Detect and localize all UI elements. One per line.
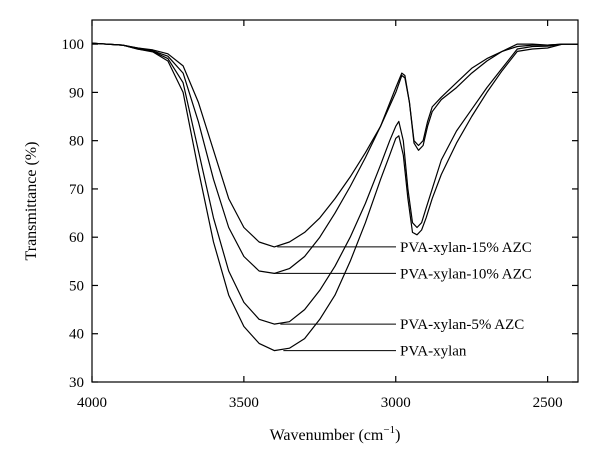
y-tick-label: 40 bbox=[69, 327, 84, 343]
x-axis: 4000 3500 3000 2500 bbox=[77, 20, 563, 411]
series-label-pva-xylan: PVA-xylan bbox=[400, 344, 467, 360]
y-tick-label: 80 bbox=[69, 134, 84, 150]
y-tick-label: 100 bbox=[62, 37, 85, 53]
plot-area-border bbox=[91, 19, 579, 383]
x-axis-title: Wavenumber (cm−1) bbox=[270, 424, 401, 444]
series-line-pva-xylan-5-azc bbox=[91, 42, 578, 325]
plot-frame bbox=[91, 19, 579, 383]
y-tick-label: 90 bbox=[69, 85, 84, 101]
series-line-pva-xylan-10-azc bbox=[91, 42, 578, 274]
series-lines bbox=[91, 42, 578, 352]
series-line-pva-xylan bbox=[91, 42, 578, 352]
x-tick-label: 3500 bbox=[229, 395, 259, 411]
y-tick-label: 50 bbox=[69, 278, 84, 294]
y-axis-title: Transmittance (%) bbox=[23, 142, 40, 261]
y-tick-label: 30 bbox=[69, 375, 84, 391]
x-tick-label: 4000 bbox=[77, 395, 107, 411]
x-tick-label: 3000 bbox=[381, 395, 411, 411]
y-tick-label: 70 bbox=[69, 182, 84, 198]
x-tick-label: 2500 bbox=[533, 395, 563, 411]
y-axis: 30 40 50 60 70 80 90 100 bbox=[62, 37, 578, 391]
series-label-pva-xylan-15-azc: PVA-xylan-15% AZC bbox=[400, 240, 532, 256]
series-label-pva-xylan-10-azc: PVA-xylan-10% AZC bbox=[400, 266, 532, 282]
series-label-pva-xylan-5-azc: PVA-xylan-5% AZC bbox=[400, 317, 524, 333]
y-tick-label: 60 bbox=[69, 230, 84, 246]
series-line-pva-xylan-15-azc bbox=[91, 42, 578, 248]
series-labels: PVA-xylan-15% AZC PVA-xylan-10% AZC PVA-xy… bbox=[274, 240, 532, 360]
